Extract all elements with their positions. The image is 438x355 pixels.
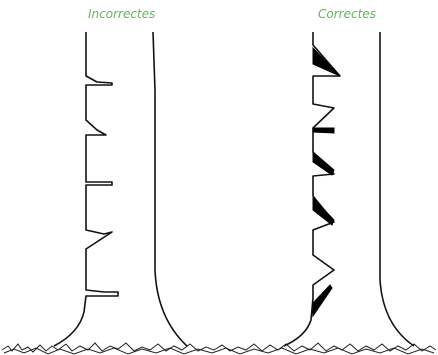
incorrect-trunk-left-edge — [53, 32, 119, 347]
correct-label: Correctes — [318, 7, 376, 21]
cut-wedge-2 — [312, 127, 335, 134]
ground-grass — [1, 342, 437, 355]
cut-wedge-1 — [312, 46, 341, 77]
cut-wedge-3 — [312, 150, 335, 176]
correct-tree — [283, 32, 415, 347]
grass-line — [1, 342, 437, 353]
incorrect-trunk-right-edge — [152, 31, 188, 347]
cut-wedge-4 — [312, 196, 335, 226]
correct-cut-wedges — [312, 46, 341, 318]
incorrect-tree — [53, 31, 188, 347]
correct-trunk-right-edge — [379, 32, 415, 347]
correct-trunk-left-edge — [283, 32, 341, 347]
grass-line-2 — [3, 347, 435, 355]
cut-wedge-5 — [312, 284, 333, 318]
incorrect-label: Incorrectes — [88, 7, 156, 21]
